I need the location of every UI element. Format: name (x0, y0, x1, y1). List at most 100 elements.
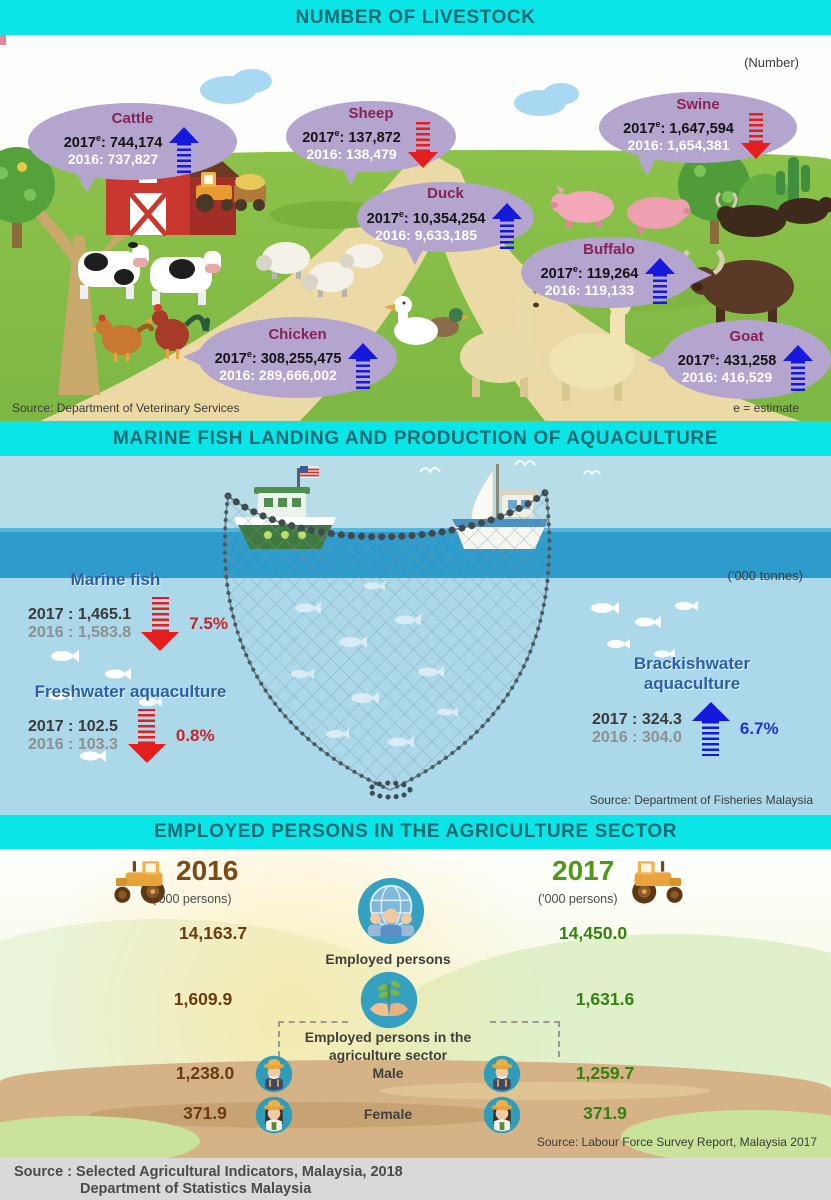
pig-illustration (0, 35, 691, 233)
dashed-connector-left (278, 1021, 348, 1057)
marine-2016-value: 2016 : 1,583.8 (28, 624, 132, 642)
estimate-note: e = estimate (733, 401, 799, 415)
buffalo-illustration (681, 249, 794, 325)
livestock-header: NUMBER OF LIVESTOCK (295, 6, 536, 28)
fisheries-header: MARINE FISH LANDING AND PRODUCTION OF AQ… (112, 427, 718, 449)
tractor-icon (114, 861, 165, 904)
trend-arrow-icon (739, 113, 773, 160)
fishing-net (224, 490, 551, 791)
trend-arrow-icon (140, 597, 180, 652)
sea-art (49, 460, 698, 800)
fisheries-unit-label: ('000 tonnes) (727, 568, 803, 583)
livestock-unit-label: (Number) (744, 55, 799, 70)
fish-school-outside (49, 601, 698, 762)
trend-arrow-icon (691, 701, 731, 756)
employment-header: EMPLOYED PERSONS IN THE AGRICULTURE SECT… (153, 821, 678, 842)
swine-2016-value: 2016: 1,654,381 (627, 137, 730, 154)
cattle-name: Cattle (111, 109, 154, 127)
brackishwater-stat: Brackishwater aquaculture 2017 : 324.3 2… (592, 654, 779, 756)
brackishwater-pct-change: 6.7% (739, 718, 779, 738)
employed-persons-label: Employed persons (325, 951, 451, 967)
goat-bubble: Goat 2017e: 431,258 2016: 416,529 (647, 320, 831, 399)
employed-2017-value: 14,450.0 (558, 923, 628, 943)
chicken-bubble: Chicken 2017e: 308,255,475 2016: 289,666… (183, 317, 397, 398)
chicken-2016-value: 2016: 289,666,002 (219, 367, 337, 384)
chicken-2017-value: 2017e: 308,255,475 (214, 349, 342, 368)
footer-source-line1: Source : Selected Agricultural Indicator… (14, 1164, 403, 1180)
trend-arrow-icon (406, 122, 440, 169)
employment-scene: 2016 ('000 persons) 2017 ('000 persons) … (0, 849, 831, 1158)
cattle-bubble: Cattle 2017e: 744,174 2016: 737,827 (28, 103, 237, 193)
marine-2017-value: 2017 : 1,465.1 (28, 606, 132, 624)
agriculture-hands-icon (360, 971, 418, 1029)
male-2016-value: 1,238.0 (175, 1063, 235, 1083)
cattle-2016-value: 2016: 737,827 (67, 151, 159, 168)
footer-source-line2: Department of Statistics Malaysia (80, 1181, 312, 1197)
marine-fish-title: Marine fish (70, 570, 161, 589)
trend-arrow-icon (346, 343, 380, 390)
marine-pct-change: 7.5% (189, 614, 228, 634)
male-farmer-icon (483, 1055, 521, 1093)
trend-arrow-icon (781, 345, 815, 392)
tractor-cart-illustration (196, 172, 266, 212)
cow-illustration (78, 242, 149, 299)
bull-illustration (717, 197, 831, 237)
goat-name: Goat (729, 327, 764, 345)
farm-scene: (Number) Cattle 2017e: 744,174 2016: 737… (0, 35, 831, 421)
freshwater-2017-value: 2017 : 102.5 (28, 718, 118, 736)
freshwater-title: Freshwater aquaculture (34, 682, 227, 701)
freshwater-2016-value: 2016 : 103.3 (28, 736, 118, 754)
duck-2016-value: 2016: 9,633,185 (375, 226, 477, 243)
agriculture-sector-label: Employed persons in the agriculture sect… (304, 1029, 472, 1063)
unit-2016-label: ('000 persons) (152, 892, 232, 906)
brackishwater-2017-value: 2017 : 324.3 (592, 710, 682, 728)
employed-2016-value: 14,163.7 (178, 923, 248, 943)
employed-persons-icon (357, 877, 425, 945)
fish-school-in-net (291, 581, 458, 748)
swine-2017-value: 2017e: 1,647,594 (623, 119, 734, 138)
duck-name: Duck (427, 185, 464, 203)
freshwater-pct-change: 0.8% (175, 726, 215, 746)
female-farmer-icon (483, 1096, 521, 1134)
goat-2017-value: 2017e: 431,258 (677, 351, 777, 370)
sheep-2016-value: 2016: 138,479 (306, 146, 397, 163)
livestock-header-band: NUMBER OF LIVESTOCK (0, 0, 831, 35)
agri-2017-value: 1,631.6 (575, 989, 635, 1009)
cloud-icon (200, 69, 579, 116)
duck-2017-value: 2017e: 10,354,254 (366, 208, 486, 227)
sheep-illustration (256, 242, 383, 297)
buffalo-bubble: Buffalo 2017e: 119,264 2016: 119,133 (521, 237, 712, 308)
buffalo-name: Buffalo (583, 240, 635, 258)
fisheries-header-band: MARINE FISH LANDING AND PRODUCTION OF AQ… (0, 421, 831, 456)
year-2016-label: 2016 (176, 855, 239, 886)
male-2017-value: 1,259.7 (575, 1063, 635, 1083)
male-farmer-icon (255, 1055, 293, 1093)
chicken-illustration (88, 304, 211, 362)
buffalo-2016-value: 2016: 119,133 (544, 282, 635, 299)
female-2016-value: 371.9 (183, 1103, 227, 1123)
swine-bubble: Swine 2017e: 1,647,594 2016: 1,654,381 (599, 92, 797, 176)
unit-2017-label: ('000 persons) (538, 892, 618, 906)
female-2017-value: 371.9 (583, 1103, 627, 1123)
freshwater-stat: Freshwater aquaculture 2017 : 102.5 2016… (28, 682, 233, 764)
marine-fish-stat: Marine fish 2017 : 1,465.1 2016 : 1,583.… (28, 570, 228, 652)
female-label: Female (363, 1106, 413, 1122)
cow-illustration (150, 251, 221, 305)
goat-2016-value: 2016: 416,529 (681, 369, 773, 386)
buffalo-2017-value: 2017e: 119,264 (540, 264, 639, 283)
duck-bubble: Duck 2017e: 10,354,254 2016: 9,633,185 (357, 182, 534, 265)
tree-illustration (0, 147, 55, 248)
employment-header-band: EMPLOYED PERSONS IN THE AGRICULTURE SECT… (0, 815, 831, 849)
trend-arrow-icon (127, 709, 167, 764)
brackishwater-title: Brackishwater aquaculture (633, 654, 751, 694)
trend-arrow-icon (167, 127, 201, 174)
female-farmer-icon (255, 1096, 293, 1134)
trend-arrow-icon (490, 202, 524, 249)
fisheries-source: Source: Department of Fisheries Malaysia (589, 793, 813, 807)
tractor-icon (632, 861, 683, 904)
dashed-connector-right (490, 1021, 560, 1057)
swine-name: Swine (676, 95, 720, 113)
sheep-name: Sheep (348, 104, 394, 122)
bare-tree-illustration (36, 210, 130, 395)
